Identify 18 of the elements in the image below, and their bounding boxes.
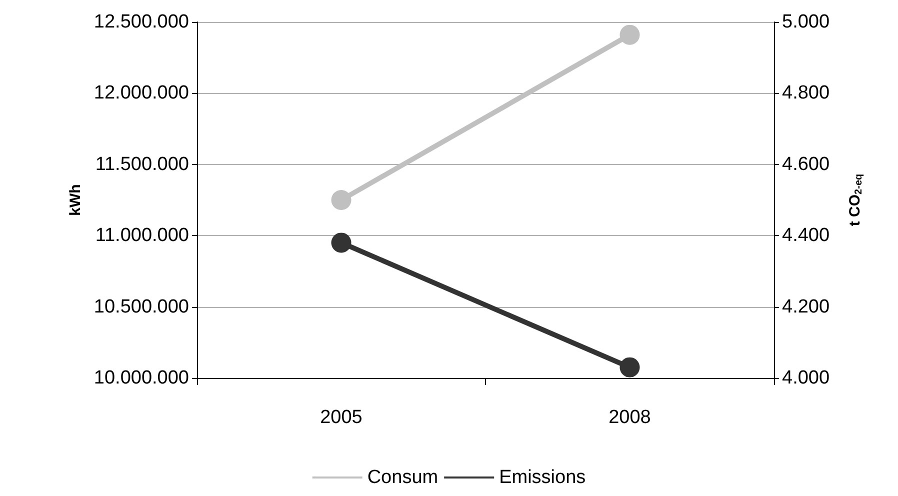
y2-tick-label: 5.000 [782,12,830,32]
y-tick-label: 12.500.000 [94,12,189,32]
y-axis-title: kWh [67,184,84,216]
legend-label: Emissions [499,467,586,488]
x-tick-label: 2005 [320,407,362,428]
y2-tick-label: 4.400 [782,225,830,246]
y2-tick-label: 4.200 [782,296,830,318]
x-tick-label: 2008 [608,407,651,428]
y2-tick-label: 4.600 [782,154,830,175]
y2-tick-label: 4.000 [782,368,830,388]
y-tick-label: 11.000.000 [95,225,189,246]
legend-label: Consum [367,467,438,488]
y-tick-label: 10.500.000 [94,296,189,318]
y2-axis-title: t CO2-eq [846,174,864,226]
y2-tick-label: 4.800 [782,82,830,104]
y-tick-label: 12.000.000 [94,82,189,104]
y-tick-label: 11.500.000 [95,154,189,175]
y-tick-label: 10.000.000 [94,368,189,388]
